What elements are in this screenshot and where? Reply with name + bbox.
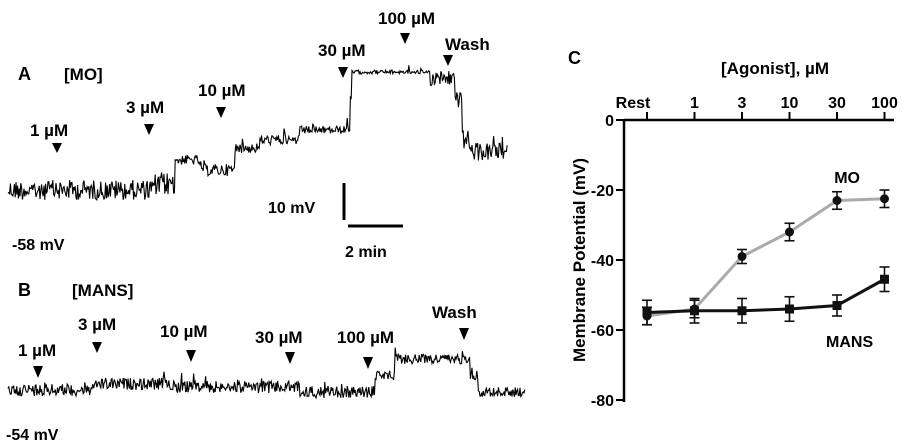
panel-a-label-100um: 100 µM [378,9,435,28]
point-mans [737,306,747,316]
scale-bar-voltage-label: 10 mV [268,200,315,217]
panel-b-condition: [MANS] [72,281,133,300]
panel-a-label-wash: Wash [445,35,490,54]
panel-b-arrow-30um [285,352,295,364]
panel-a-label-3um: 3 µM [126,98,164,117]
y-tick-label: 0 [605,113,614,130]
panel-a-arrow-1um [52,143,62,153]
x-tick-label: 30 [828,95,846,112]
dose-response-chart: 0 -20 -40 -60 -80 Rest 1 3 10 30 100 MO MANS [591,95,898,410]
x-axis-title: [Agonist], µM [721,59,829,78]
panel-b-label-30um: 30 µM [255,328,303,347]
panel-b-arrow-100um [363,357,373,369]
panel-b-resting-potential: -54 mV [6,427,59,444]
panel-b-arrow-1um [33,366,43,378]
point-mo [785,227,794,237]
panel-b-arrow-wash [459,328,469,340]
trace-b [7,347,526,400]
y-axis-title: Membrane Potential (mV) [570,158,589,362]
scale-bar-time-label: 2 min [345,244,387,261]
panel-a-label-10um: 10 µM [198,81,246,100]
point-mans [642,308,652,317]
y-tick-label: -20 [591,183,614,200]
y-tick-label: -60 [591,323,614,340]
panel-a-label-30um: 30 µM [318,41,366,60]
x-tick-label: Rest [616,95,651,112]
series-line-mans [646,277,886,314]
panel-a-label-1um: 1 µM [30,121,68,140]
scale-bar: 10 mV 2 min [268,183,403,261]
panel-a-arrow-100um [400,33,410,44]
panel-b-arrow-3um [92,342,102,353]
y-tick-label: -80 [591,393,614,410]
point-mo [880,194,889,204]
panel-b-label-10um: 10 µM [160,322,208,341]
point-mo [832,196,842,205]
panel-a-condition: [MO] [64,65,103,84]
panel-b-label-wash: Wash [432,303,477,322]
point-mans [785,304,794,314]
panel-b-label-1um: 1 µM [18,341,56,360]
series-label-mans: MANS [826,334,873,351]
x-tick-label: 10 [781,95,799,112]
point-mans [880,274,889,284]
panel-a-letter: A [18,64,31,84]
trace-a [7,65,508,201]
point-mans [690,306,699,316]
panel-b-arrow-10um [186,350,196,362]
panel-b-dose-markers: 1 µM 3 µM 10 µM 30 µM 100 µM Wash [18,303,477,378]
y-tick-label: -40 [591,253,614,270]
panel-c-letter: C [568,48,581,68]
series-label-mo: MO [834,170,860,187]
panel-a-resting-potential: -58 mV [12,237,65,254]
panel-a-arrow-3um [144,124,154,135]
point-mo [737,252,747,261]
point-mans [832,301,842,310]
x-tick-label: 1 [690,95,699,112]
panel-a-arrow-10um [216,107,226,118]
panel-b-label-3um: 3 µM [78,315,116,334]
panel-a-arrow-30um [338,67,348,78]
x-tick-label: 3 [738,95,747,112]
x-tick-label: 100 [871,95,898,112]
panel-a-arrow-wash [443,55,453,66]
panel-a-dose-markers: 1 µM 3 µM 10 µM 30 µM 100 µM Wash [30,9,490,153]
panel-b-letter: B [18,280,31,300]
panel-b-label-100um: 100 µM [337,328,394,347]
